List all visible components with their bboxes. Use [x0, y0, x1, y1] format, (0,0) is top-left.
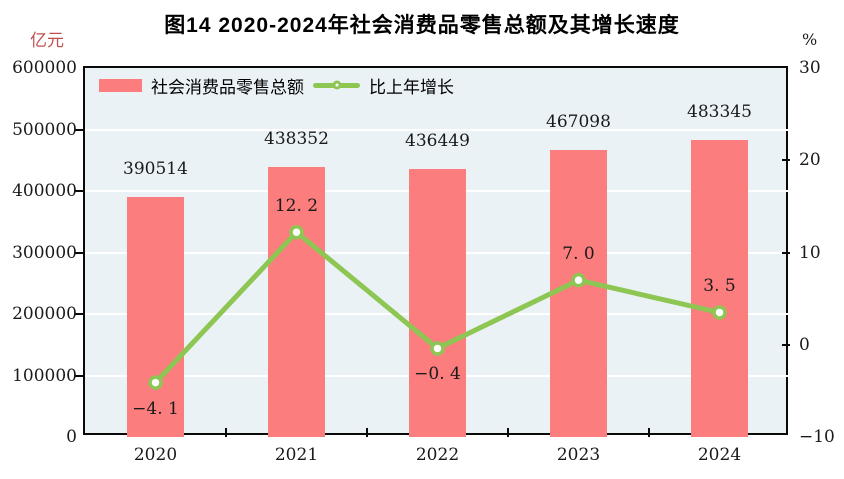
bar-2021: [268, 167, 325, 437]
x-axis-tick-label-2021: 2021: [274, 445, 319, 465]
growth-line: [153, 229, 722, 386]
x-axis-tick-label-2020: 2020: [133, 445, 178, 465]
line-marker-2024: [712, 305, 727, 320]
bar-value-label: 390514: [123, 158, 188, 179]
legend-line-marker-icon: [313, 77, 360, 93]
left-axis-tick-label: 200000: [12, 304, 77, 324]
bar-2022: [409, 168, 466, 437]
bar-2020: [127, 196, 184, 437]
x-axis-tick-label-2023: 2023: [556, 445, 601, 465]
legend-bar-label: 社会消费品零售总额: [151, 77, 304, 97]
right-axis-unit-label: %: [802, 30, 818, 49]
left-axis-tick-label: 600000: [12, 58, 77, 78]
growth-value-label: 12. 2: [274, 196, 319, 217]
x-axis-tick: [225, 428, 227, 437]
bar-2023: [550, 149, 607, 437]
legend-line-label: 比上年增长: [369, 77, 454, 97]
left-axis-tick: [75, 251, 83, 254]
left-axis-tick-label: 300000: [12, 242, 77, 263]
legend-line-dot: [332, 80, 341, 90]
left-axis-tick: [75, 313, 83, 315]
x-axis-tick-label-2022: 2022: [415, 445, 460, 465]
line-marker-2020: [148, 375, 163, 390]
legend: 社会消费品零售总额 比上年增长: [99, 74, 454, 97]
x-axis-tick: [507, 428, 509, 437]
left-axis-unit-label: 亿元: [30, 31, 64, 50]
gridline: [85, 128, 790, 131]
bar-2024: [691, 139, 748, 437]
left-axis-tick-label: 0: [66, 427, 77, 447]
growth-value-label: 7. 0: [562, 244, 595, 265]
line-marker-2023: [571, 272, 586, 288]
right-axis-tick-label: 10: [799, 242, 821, 263]
right-axis-tick: [782, 343, 790, 346]
chart-title: 图14 2020-2024年社会消费品零售总额及其增长速度: [164, 14, 680, 37]
bar-value-label: 436449: [405, 130, 470, 151]
right-axis-tick-label: 30: [799, 58, 821, 78]
legend-bar-swatch-icon: [99, 78, 142, 92]
right-axis-tick: [782, 159, 790, 162]
bar-value-label: 438352: [264, 129, 329, 150]
bar-value-label: 483345: [687, 101, 752, 122]
left-axis-tick: [75, 190, 83, 192]
right-axis-tick: [782, 251, 790, 254]
growth-line-series: [148, 224, 727, 390]
x-axis-tick: [366, 428, 368, 437]
x-axis-tick-label-2024: 2024: [697, 445, 742, 465]
left-axis-tick-label: 400000: [12, 181, 77, 201]
left-axis-tick: [75, 128, 83, 131]
left-axis-tick-label: 500000: [12, 119, 77, 140]
x-axis-tick: [648, 428, 650, 437]
line-marker-2022: [430, 341, 445, 356]
growth-value-label: −0. 4: [414, 364, 461, 385]
left-axis-tick-label: 100000: [12, 365, 77, 386]
growth-value-label: 3. 5: [703, 276, 736, 297]
plot-area: 390514 438352 436449 467098 483345 −4. 1 12. …: [75, 66, 790, 437]
left-axis-tick: [75, 374, 83, 377]
bar-value-label: 467098: [546, 111, 611, 132]
right-axis-tick-label: 20: [799, 150, 821, 171]
growth-value-label: −4. 1: [132, 398, 179, 419]
right-axis-tick-label: −10: [799, 427, 835, 447]
line-marker-2021: [289, 224, 304, 240]
right-axis-tick-label: 0: [799, 334, 810, 355]
